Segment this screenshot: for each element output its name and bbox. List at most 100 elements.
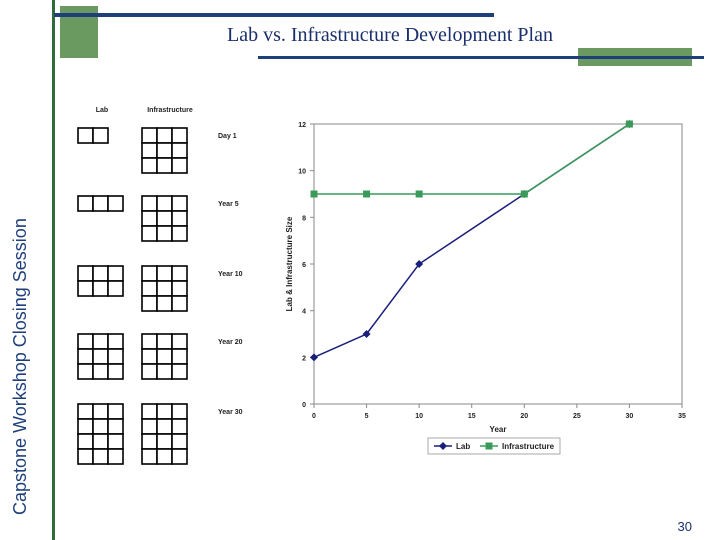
grid-cell — [107, 195, 124, 212]
grid-cell — [77, 403, 94, 420]
grid-cell — [156, 127, 173, 144]
infrastructure-point — [520, 190, 528, 198]
legend-infrastructure-marker — [485, 442, 493, 450]
lab-point — [310, 353, 318, 362]
row-label: Year 5 — [218, 201, 239, 208]
grid-cell — [77, 265, 94, 282]
grid-cell — [107, 280, 124, 297]
line-chart: 0 5 10 15 20 25 30 35 0 2 4 6 8 10 12 Year Lab & Infrast… — [285, 120, 686, 455]
column-header-infrastructure: Infrastructure — [147, 107, 193, 114]
grid-cell — [92, 127, 109, 144]
y-axis-label: Lab & Infrastructure Size — [285, 216, 294, 311]
grid-cell — [171, 265, 188, 282]
grid-cell — [156, 433, 173, 450]
grid-cell — [92, 333, 109, 350]
grid-cell — [107, 418, 124, 435]
lab-grid — [77, 403, 124, 465]
grid-cell — [141, 157, 158, 174]
x-axis-label: Year — [490, 425, 507, 434]
grid-cell — [141, 265, 158, 282]
x-tick-label: 5 — [365, 413, 369, 420]
grid-cell — [77, 433, 94, 450]
grid-cell — [171, 157, 188, 174]
grid-cell — [92, 403, 109, 420]
lab-grid — [77, 265, 124, 297]
y-tick-label: 10 — [298, 169, 306, 176]
grid-cell — [171, 295, 188, 312]
legend: Lab Infrastructure — [427, 437, 561, 455]
grid-cell — [141, 448, 158, 465]
column-header-lab: Lab — [96, 107, 108, 114]
grid-cell — [156, 363, 173, 380]
sidebar-divider — [52, 0, 55, 540]
grid-cell — [107, 403, 124, 420]
x-tick-label: 35 — [678, 413, 686, 420]
infrastructure-grid — [141, 333, 188, 380]
grid-cell — [171, 142, 188, 159]
grid-cell — [171, 280, 188, 297]
grid-cell — [141, 418, 158, 435]
grid-cell — [156, 210, 173, 227]
grid-cell — [156, 295, 173, 312]
grid-cell — [141, 295, 158, 312]
grid-cell — [171, 127, 188, 144]
grid-cell — [141, 225, 158, 242]
x-tick-label: 10 — [415, 413, 423, 420]
grid-cell — [141, 280, 158, 297]
grid-cell — [92, 280, 109, 297]
grid-cell — [156, 418, 173, 435]
grid-diagram: Lab Infrastructure Day 1 Year 5 Year 10 Year … — [77, 107, 243, 465]
page-number: 30 — [677, 519, 692, 534]
x-tick-label: 20 — [520, 413, 528, 420]
infrastructure-grid — [141, 265, 188, 312]
infrastructure-grid — [141, 195, 188, 242]
grid-cell — [156, 280, 173, 297]
grid-cell — [77, 280, 94, 297]
grid-cell — [156, 333, 173, 350]
grid-cell — [107, 448, 124, 465]
grid-cell — [77, 127, 94, 144]
grid-cell — [141, 348, 158, 365]
grid-cell — [107, 363, 124, 380]
decor-rule-top — [54, 13, 494, 17]
grid-cell — [77, 363, 94, 380]
x-tick-label: 25 — [573, 413, 581, 420]
grid-cell — [92, 433, 109, 450]
grid-cell — [92, 418, 109, 435]
grid-cell — [156, 157, 173, 174]
lab-point — [415, 260, 424, 268]
x-tick-label: 30 — [626, 413, 634, 420]
grid-cell — [156, 225, 173, 242]
grid-cell — [141, 142, 158, 159]
grid-cell — [77, 448, 94, 465]
y-tick-label: 2 — [302, 355, 306, 362]
infrastructure-grid — [141, 403, 188, 465]
sidebar-label: Capstone Workshop Closing Session — [10, 218, 30, 515]
lab-point — [362, 330, 371, 338]
row-label: Year 10 — [218, 271, 243, 278]
legend-lab-marker — [439, 442, 447, 450]
infrastructure-point — [363, 190, 371, 198]
decor-rule-right — [258, 56, 704, 59]
legend-infrastructure-label: Infrastructure — [502, 442, 555, 451]
grid-cell — [141, 433, 158, 450]
grid-cell — [141, 127, 158, 144]
x-tick-label: 15 — [468, 413, 476, 420]
sidebar — [0, 0, 54, 540]
y-tick-label: 6 — [302, 262, 306, 269]
grid-cell — [92, 348, 109, 365]
grid-cell — [107, 265, 124, 282]
grid-cell — [141, 333, 158, 350]
grid-cell — [171, 418, 188, 435]
grid-cell — [141, 210, 158, 227]
lab-grid — [77, 195, 124, 212]
grid-cell — [171, 348, 188, 365]
lab-grid — [77, 333, 124, 380]
y-tick-label: 12 — [298, 122, 306, 129]
grid-cell — [77, 195, 94, 212]
grid-cell — [171, 448, 188, 465]
slide-title: Lab vs. Infrastructure Development Plan — [226, 24, 553, 46]
infrastructure-point — [415, 190, 423, 198]
infrastructure-point — [310, 190, 318, 198]
grid-cell — [171, 403, 188, 420]
